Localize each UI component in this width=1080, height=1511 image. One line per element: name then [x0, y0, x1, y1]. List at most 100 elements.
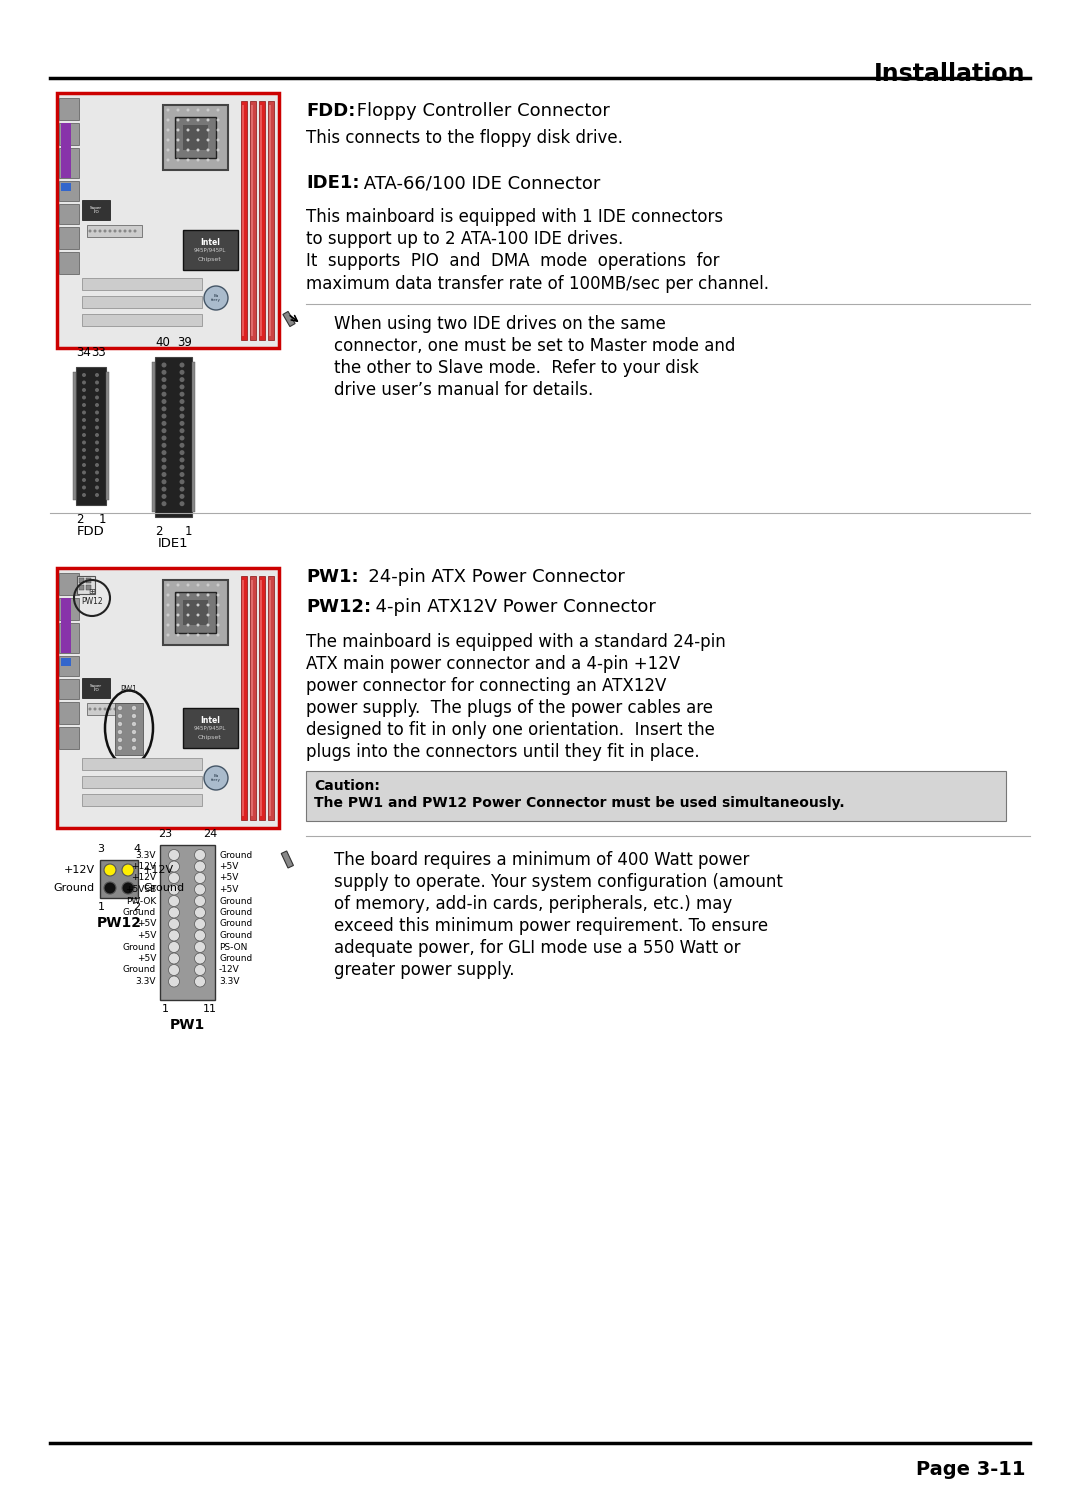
Circle shape	[118, 721, 122, 727]
Circle shape	[113, 230, 117, 233]
Text: 945P/945PL: 945P/945PL	[193, 725, 226, 731]
Circle shape	[162, 450, 166, 455]
Text: +5VSB: +5VSB	[125, 885, 156, 895]
Text: -12V: -12V	[219, 966, 240, 975]
Circle shape	[179, 450, 185, 455]
Text: Page 3-11: Page 3-11	[916, 1460, 1025, 1479]
Text: ⊞: ⊞	[89, 588, 95, 597]
Bar	[156, 357, 192, 517]
Bar	[86, 585, 91, 589]
Text: 1: 1	[97, 902, 105, 913]
Circle shape	[82, 411, 86, 414]
Circle shape	[166, 109, 170, 112]
Text: PS-ON: PS-ON	[219, 943, 247, 952]
Circle shape	[95, 470, 99, 474]
Circle shape	[82, 493, 86, 497]
Circle shape	[206, 603, 210, 606]
Circle shape	[118, 713, 122, 719]
Text: 3.3V: 3.3V	[135, 851, 156, 860]
Circle shape	[187, 633, 189, 636]
Circle shape	[166, 613, 170, 616]
Circle shape	[113, 707, 117, 710]
Circle shape	[197, 148, 200, 151]
Bar	[242, 580, 244, 816]
Circle shape	[216, 159, 219, 162]
Circle shape	[82, 455, 86, 459]
Circle shape	[82, 403, 86, 406]
Circle shape	[118, 745, 122, 751]
Text: IDE1: IDE1	[158, 536, 188, 550]
Circle shape	[162, 391, 166, 397]
Text: Ground: Ground	[219, 896, 253, 905]
Circle shape	[206, 594, 210, 597]
Circle shape	[82, 477, 86, 482]
Circle shape	[187, 583, 189, 586]
Text: PW12:: PW12:	[306, 598, 372, 616]
Text: FDD:: FDD:	[306, 103, 355, 119]
Text: +5V: +5V	[137, 953, 156, 963]
Circle shape	[176, 603, 179, 606]
Circle shape	[95, 411, 99, 414]
Circle shape	[162, 502, 166, 506]
Bar	[192, 363, 195, 512]
Text: Ground: Ground	[143, 882, 184, 893]
Bar	[59, 181, 79, 201]
Bar	[269, 104, 271, 335]
Circle shape	[95, 419, 99, 422]
Circle shape	[95, 434, 99, 437]
Circle shape	[206, 613, 210, 616]
Circle shape	[162, 435, 166, 441]
Circle shape	[162, 414, 166, 419]
Bar	[259, 576, 265, 820]
Circle shape	[176, 613, 179, 616]
Circle shape	[197, 613, 200, 616]
Circle shape	[194, 907, 205, 919]
Circle shape	[197, 633, 200, 636]
Circle shape	[132, 730, 136, 734]
Circle shape	[197, 118, 200, 121]
Bar	[60, 598, 71, 653]
Circle shape	[166, 633, 170, 636]
Bar	[60, 183, 71, 190]
Text: of memory, add-in cards, peripherals, etc.) may: of memory, add-in cards, peripherals, et…	[334, 895, 732, 913]
Text: 33: 33	[91, 346, 106, 360]
Circle shape	[166, 128, 170, 131]
Bar	[82, 777, 202, 789]
Circle shape	[162, 422, 166, 426]
Bar	[114, 703, 143, 756]
Circle shape	[82, 470, 86, 474]
Bar	[77, 576, 95, 594]
Circle shape	[179, 378, 185, 382]
Circle shape	[216, 139, 219, 142]
Bar	[59, 227, 79, 249]
Circle shape	[179, 487, 185, 491]
Bar	[82, 678, 110, 698]
Circle shape	[168, 849, 179, 860]
Circle shape	[176, 594, 179, 597]
Text: power connector for connecting an ATX12V: power connector for connecting an ATX12V	[306, 677, 666, 695]
Circle shape	[168, 953, 179, 964]
Bar	[163, 104, 228, 171]
Circle shape	[168, 929, 179, 941]
Bar	[59, 623, 79, 653]
Text: Chipset: Chipset	[198, 734, 221, 740]
Circle shape	[95, 403, 99, 406]
Circle shape	[98, 707, 102, 710]
Text: It  supports  PIO  and  DMA  mode  operations  for: It supports PIO and DMA mode operations …	[306, 252, 719, 270]
Circle shape	[82, 381, 86, 384]
Circle shape	[187, 613, 189, 616]
Circle shape	[194, 964, 205, 976]
Circle shape	[197, 128, 200, 131]
Bar	[183, 709, 238, 748]
Circle shape	[95, 485, 99, 490]
Circle shape	[162, 378, 166, 382]
Circle shape	[179, 494, 185, 499]
Bar	[82, 314, 202, 326]
Text: plugs into the connectors until they fit in place.: plugs into the connectors until they fit…	[306, 743, 700, 762]
Circle shape	[94, 707, 96, 710]
Circle shape	[187, 128, 189, 131]
Text: 1: 1	[162, 1003, 168, 1014]
Bar	[249, 576, 256, 820]
Circle shape	[119, 230, 121, 233]
Circle shape	[108, 707, 111, 710]
